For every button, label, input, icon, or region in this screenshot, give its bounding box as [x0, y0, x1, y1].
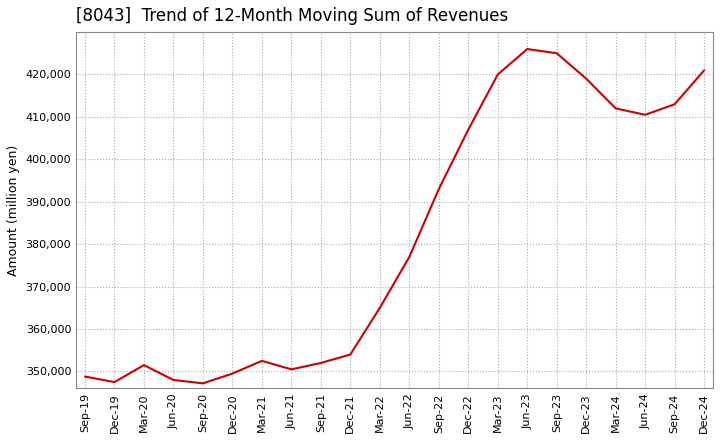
Text: [8043]  Trend of 12-Month Moving Sum of Revenues: [8043] Trend of 12-Month Moving Sum of R…	[76, 7, 508, 25]
Y-axis label: Amount (million yen): Amount (million yen)	[7, 145, 20, 276]
